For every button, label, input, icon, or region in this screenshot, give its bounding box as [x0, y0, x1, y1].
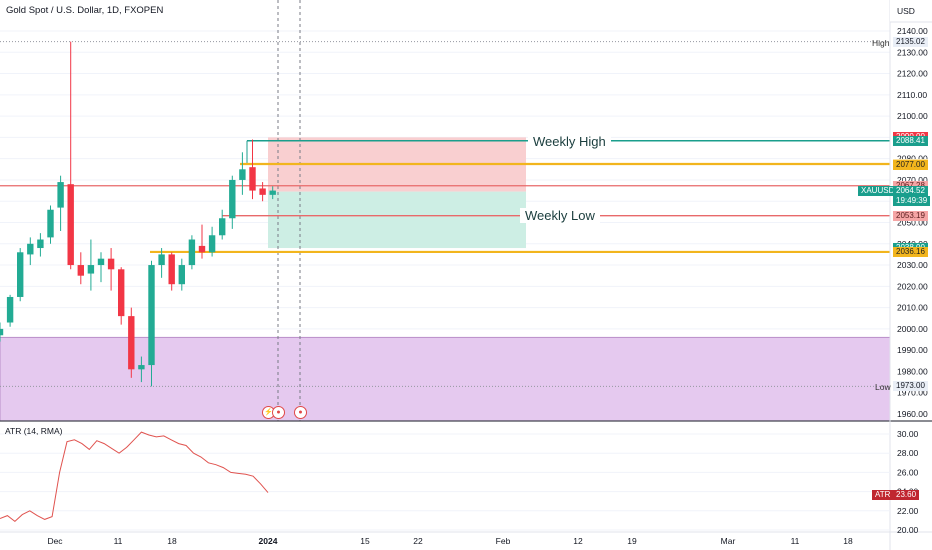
price-tick-label: 2100.00 [897, 111, 928, 121]
high-marker-label: High [872, 38, 890, 48]
atr-indicator-title[interactable]: ATR (14, RMA) [5, 426, 63, 436]
candle-body [178, 265, 185, 285]
price-tick-label: 2080.00 [897, 154, 928, 164]
candle-body [168, 254, 175, 285]
candle-body [219, 218, 226, 236]
candle-body [198, 245, 206, 253]
time-tick-label: 19 [627, 536, 637, 546]
time-tick-label: 11 [791, 536, 800, 546]
candle-body [97, 258, 105, 266]
price-tick-label: 1990.00 [897, 345, 928, 355]
candle-body [67, 184, 74, 266]
time-tick-label: 12 [573, 536, 583, 546]
candle-body [239, 169, 246, 180]
atr-tick-label: 26.00 [897, 467, 919, 477]
price-tick-label: 2050.00 [897, 218, 928, 228]
candle-body [47, 209, 54, 238]
symbol-title[interactable]: Gold Spot / U.S. Dollar, 1D, FXOPEN [6, 5, 164, 16]
time-tick-label: 11 [114, 536, 123, 546]
candle-body [249, 167, 256, 191]
candle-body [269, 190, 276, 195]
atr-tick-label: 22.00 [897, 506, 919, 516]
time-tick-label: Feb [496, 536, 511, 546]
low-marker-label: Low [875, 382, 891, 392]
candle-body [118, 269, 125, 317]
current-symbol-tag: XAUUSD [858, 185, 898, 196]
time-tick-label: 15 [360, 536, 370, 546]
price-level-tag: 2036.16 [893, 246, 928, 257]
high-value-tag: 2135.02 [893, 36, 928, 47]
candle-body [87, 265, 95, 274]
candle-body [148, 265, 155, 366]
candle-body [259, 188, 266, 195]
price-tick-label: 2120.00 [897, 69, 928, 79]
price-tick-label: 1980.00 [897, 366, 928, 376]
price-level-tag: 2077.00 [893, 160, 928, 171]
currency-label[interactable]: USD [897, 6, 915, 16]
atr-tick-label: 20.00 [897, 525, 919, 535]
us-flag-event-icon[interactable]: ● [294, 406, 307, 419]
price-tick-label: 1960.00 [897, 409, 928, 419]
price-tick-label: 2130.00 [897, 47, 928, 57]
price-tick-label: 2030.00 [897, 260, 928, 270]
countdown-tag: 19:49:39 [893, 195, 931, 206]
time-tick-label: 2024 [259, 536, 278, 546]
time-tick-label: 22 [413, 536, 423, 546]
candle-body [37, 239, 44, 249]
price-tick-label: 2140.00 [897, 26, 928, 36]
candle-body [57, 182, 64, 208]
candle-body [6, 296, 14, 323]
currency-box [890, 0, 932, 22]
candle-body [17, 252, 24, 297]
atr-line [0, 431, 269, 523]
price-level-tag: 2088.41 [893, 135, 928, 146]
current-price-tag: 2064.52 [893, 185, 928, 196]
candle-body [158, 254, 165, 266]
price-tick-label: 2000.00 [897, 324, 928, 334]
candle-body [208, 235, 216, 253]
candle-body [0, 328, 4, 336]
price-tick-label: 2010.00 [897, 303, 928, 313]
time-tick-label: Mar [721, 536, 736, 546]
us-flag-event-icon[interactable]: ● [272, 406, 285, 419]
time-tick-label: 18 [843, 536, 853, 546]
price-tick-label: 2070.00 [897, 175, 928, 185]
candle-body [188, 239, 196, 266]
atr-tick-label: 30.00 [897, 429, 919, 439]
candle-body [77, 265, 84, 276]
atr-tick-label: 28.00 [897, 448, 919, 458]
candle-body [229, 179, 236, 219]
price-tick-label: 2110.00 [897, 90, 927, 100]
candle-body [128, 316, 135, 370]
candle-body [138, 365, 145, 370]
time-tick-label: 18 [167, 536, 177, 546]
atr-value-tag: 23.60 [893, 490, 920, 501]
low-value-tag: 1973.00 [893, 381, 928, 392]
price-tick-label: 1970.00 [897, 388, 928, 398]
weekly-low-label[interactable]: Weekly Low [520, 208, 600, 223]
atr-name-tag: ATR [872, 490, 894, 501]
candle-body [107, 258, 115, 270]
candle-body [27, 243, 34, 255]
short-position-target-zone [268, 191, 526, 249]
time-tick-label: Dec [47, 536, 63, 546]
weekly-high-label[interactable]: Weekly High [528, 134, 611, 149]
price-level-tag: 2053.19 [893, 210, 928, 221]
price-tick-label: 2020.00 [897, 281, 928, 291]
